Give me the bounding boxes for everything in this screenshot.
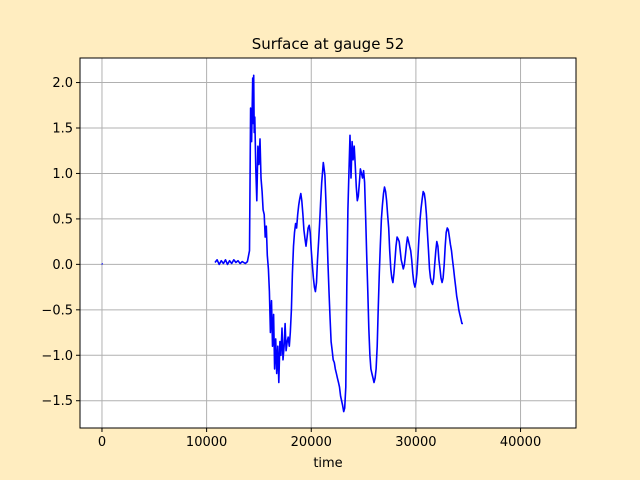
plot-frame <box>79 57 577 429</box>
y-tick-label: 0.5 <box>52 212 73 227</box>
x-tick-label: 0 <box>98 435 106 450</box>
chart-title: Surface at gauge 52 <box>252 35 405 53</box>
y-tick-label: −0.5 <box>41 303 73 318</box>
y-tick-label: 2.0 <box>52 76 73 91</box>
series <box>101 74 463 413</box>
series-line <box>214 74 463 413</box>
y-axis: −1.5 −1.0 −0.5 0.0 0.5 1.0 1.5 2.0 <box>41 76 80 409</box>
x-axis-label: time <box>313 456 342 471</box>
x-axis: 0 10000 20000 30000 40000 <box>98 428 541 450</box>
x-tick-label: 10000 <box>186 435 227 450</box>
x-tick-label: 30000 <box>395 435 436 450</box>
x-tick-label: 20000 <box>291 435 332 450</box>
y-tick-label: 0.0 <box>52 258 73 273</box>
y-tick-label: −1.0 <box>41 349 73 364</box>
x-tick-label: 40000 <box>500 435 541 450</box>
y-tick-label: 1.5 <box>52 122 73 137</box>
y-tick-label: 1.0 <box>52 167 73 182</box>
y-tick-label: −1.5 <box>41 394 73 409</box>
